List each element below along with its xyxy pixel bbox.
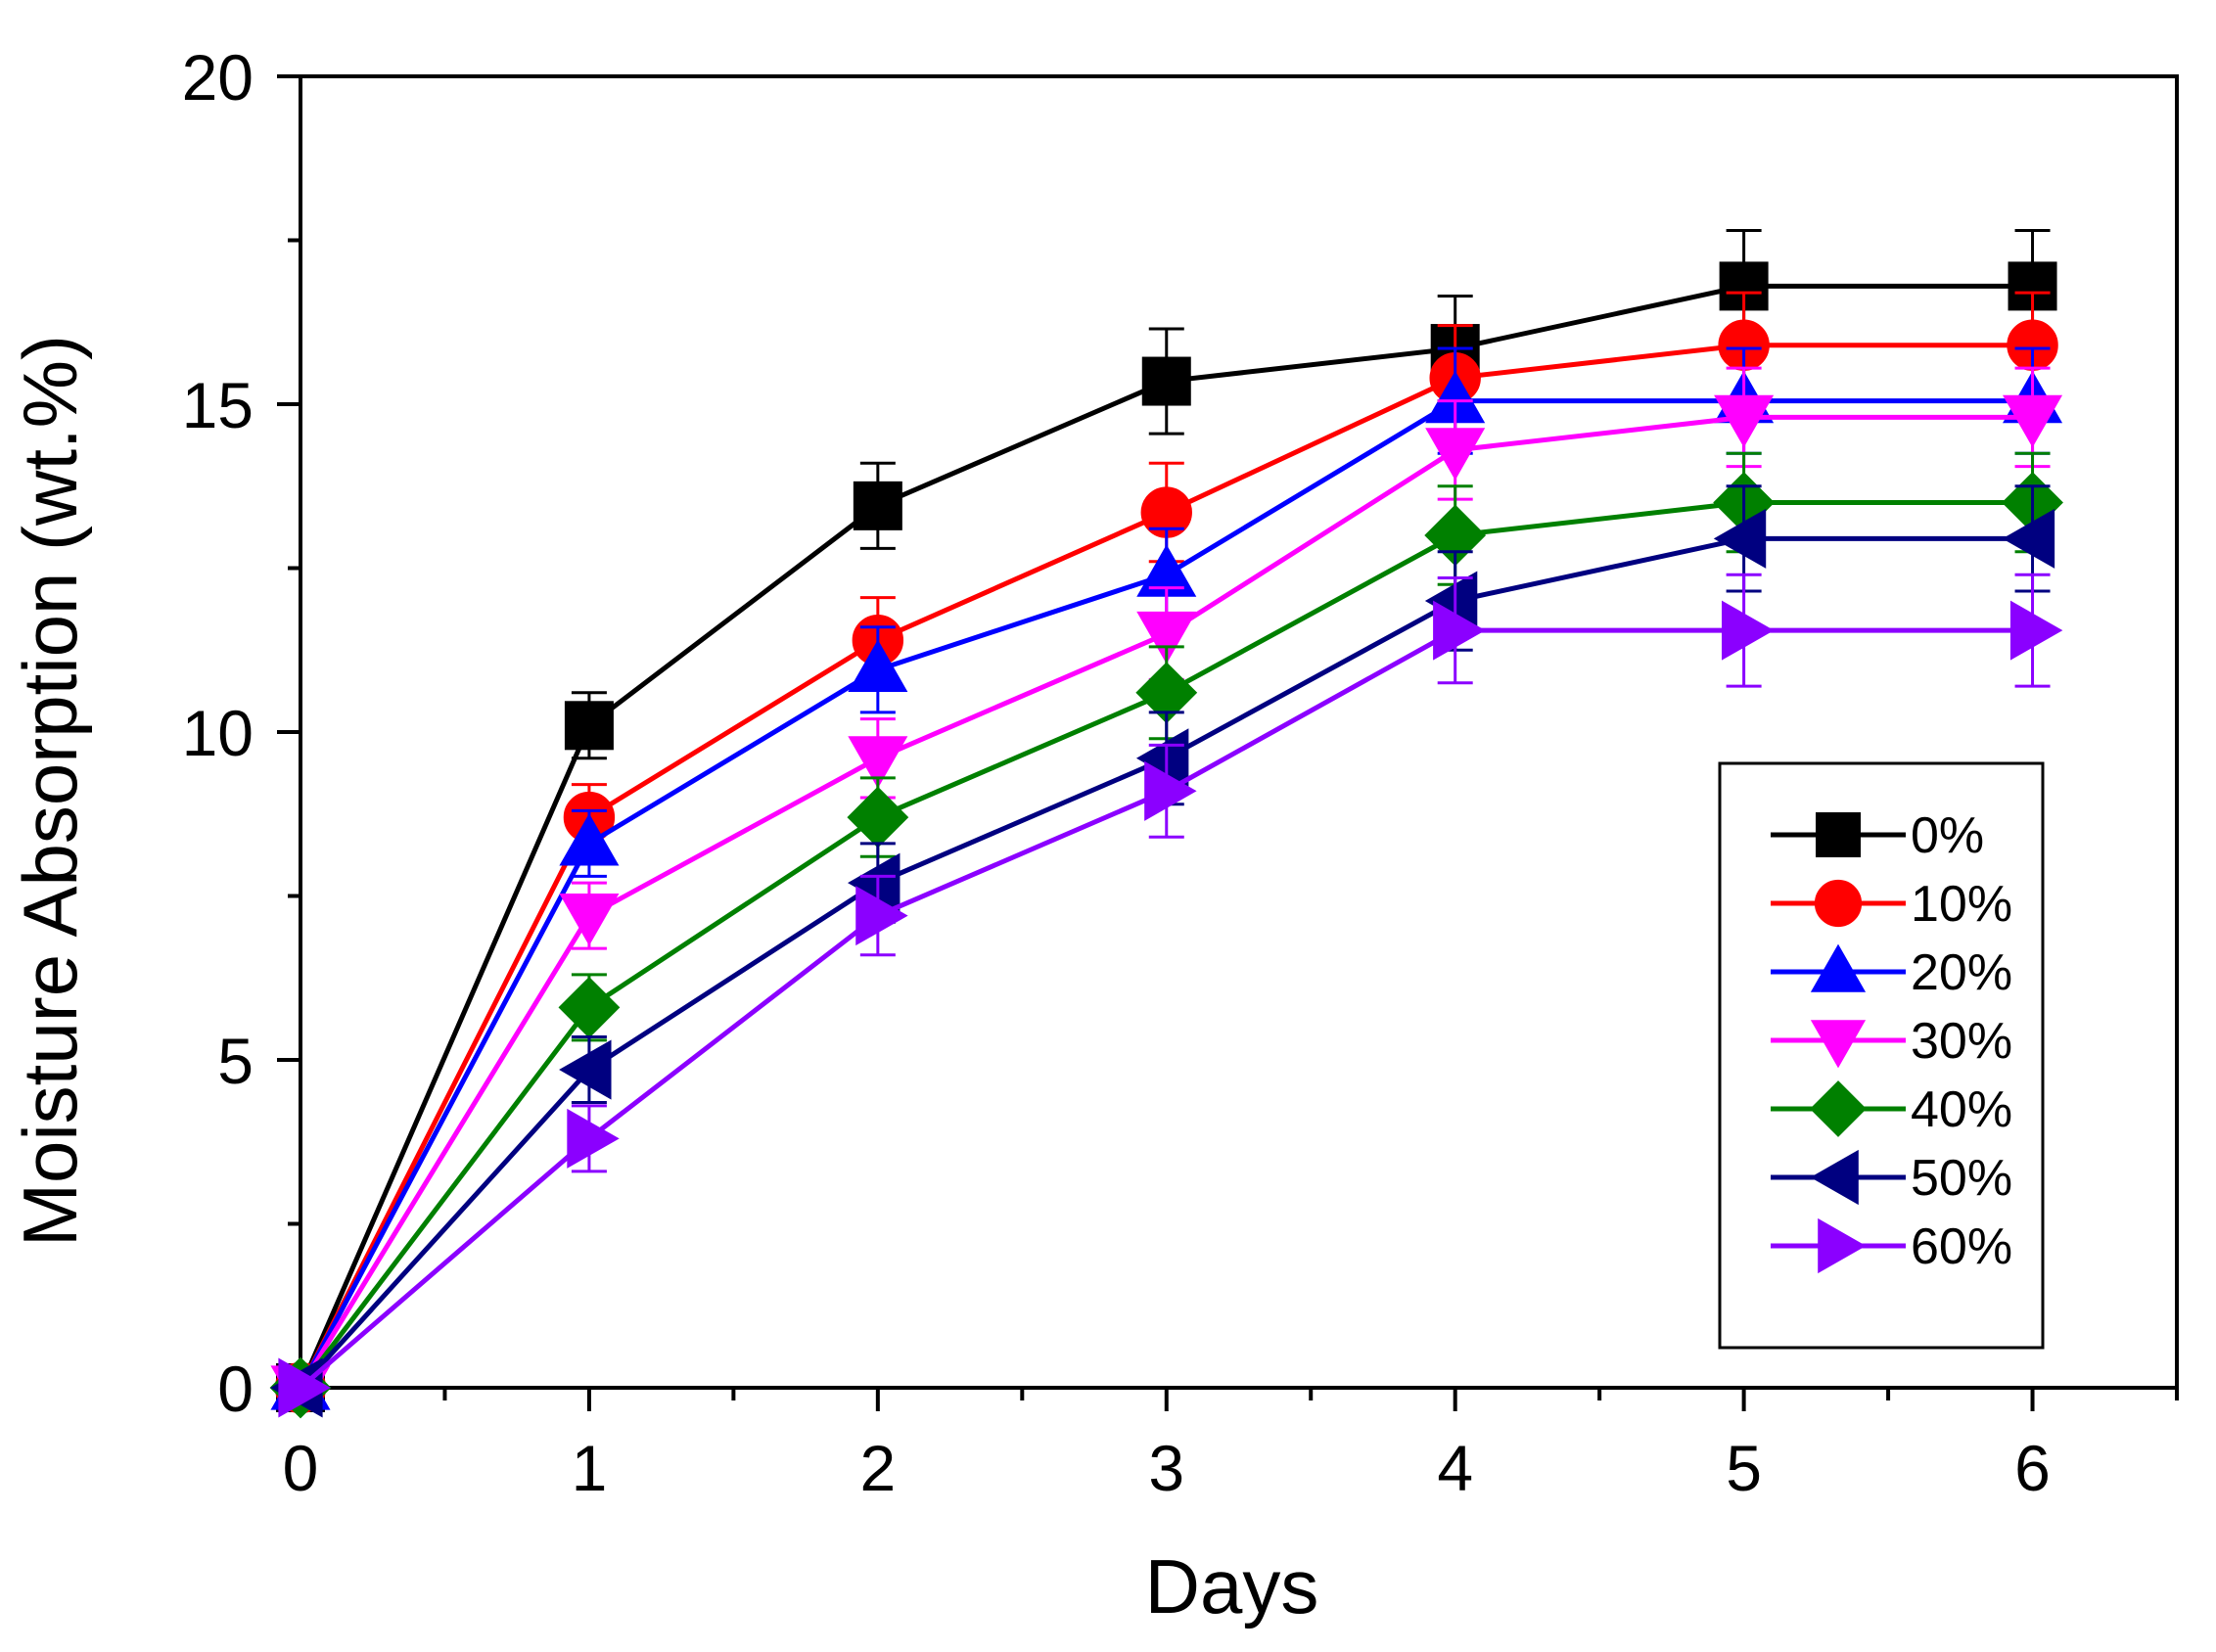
x-tick-label: 2 bbox=[859, 1432, 896, 1504]
legend-item: 20% bbox=[1771, 943, 2012, 1001]
data-point bbox=[567, 1108, 620, 1169]
legend-item: 30% bbox=[1771, 1013, 2012, 1070]
y-tick-label: 10 bbox=[182, 697, 254, 769]
data-point bbox=[1713, 508, 1767, 569]
data-point bbox=[1714, 394, 1775, 448]
data-point bbox=[2009, 600, 2063, 661]
data-point bbox=[1425, 428, 1486, 481]
data-point bbox=[559, 1039, 612, 1100]
x-tick-label: 4 bbox=[1437, 1432, 1473, 1504]
legend-item: 50% bbox=[1771, 1149, 2012, 1207]
legend-marker bbox=[1810, 1080, 1867, 1137]
data-point bbox=[559, 894, 620, 946]
legend: 0% 10% 20% 30% 40% 50% 60% bbox=[1718, 761, 2045, 1350]
data-point bbox=[848, 639, 908, 692]
legend-marker bbox=[1810, 1020, 1867, 1069]
data-point bbox=[558, 976, 621, 1038]
x-tick-label: 6 bbox=[2014, 1432, 2051, 1504]
legend-label: 20% bbox=[1911, 944, 2012, 1001]
x-axis-title: Days bbox=[1145, 1543, 1319, 1629]
legend-marker bbox=[1814, 879, 1863, 928]
legend-item: 10% bbox=[1771, 876, 2012, 933]
axis-ticks: 0 1 2 3 4 5 6 0 5 10 15 20 bbox=[182, 41, 2179, 1504]
legend-marker bbox=[1818, 1217, 1867, 1274]
y-tick-label: 5 bbox=[217, 1025, 254, 1097]
data-point bbox=[564, 701, 614, 751]
data-point bbox=[847, 786, 909, 849]
y-tick-label: 0 bbox=[217, 1353, 254, 1425]
legend-label: 30% bbox=[1911, 1013, 2012, 1070]
legend-marker bbox=[1810, 1149, 1859, 1206]
series-group bbox=[269, 228, 2063, 1419]
data-point bbox=[848, 736, 908, 789]
data-point bbox=[1136, 611, 1197, 665]
data-point bbox=[1722, 600, 1775, 661]
legend-marker bbox=[1816, 812, 1861, 857]
legend-item: 0% bbox=[1771, 807, 1984, 864]
legend-item: 60% bbox=[1771, 1217, 2012, 1275]
data-point bbox=[2002, 508, 2055, 569]
legend-box bbox=[1718, 761, 2045, 1350]
legend-label: 10% bbox=[1911, 876, 2012, 933]
x-tick-label: 0 bbox=[283, 1432, 319, 1504]
y-tick-label: 15 bbox=[182, 369, 254, 441]
x-tick-label: 1 bbox=[572, 1432, 608, 1504]
data-point bbox=[853, 481, 902, 530]
legend-label: 0% bbox=[1911, 807, 1984, 864]
data-point bbox=[1144, 760, 1197, 821]
x-tick-label: 5 bbox=[1726, 1432, 1762, 1504]
legend-label: 40% bbox=[1911, 1081, 2012, 1138]
legend-label: 50% bbox=[1911, 1150, 2012, 1207]
data-point bbox=[278, 1357, 331, 1418]
data-point bbox=[855, 886, 908, 946]
y-axis-title: Moisture Absorption (wt.%) bbox=[7, 335, 93, 1247]
y-tick-label: 20 bbox=[182, 41, 254, 114]
series-60pct bbox=[278, 573, 2063, 1418]
x-tick-label: 3 bbox=[1148, 1432, 1184, 1504]
legend-label: 60% bbox=[1911, 1218, 2012, 1275]
data-point bbox=[559, 813, 620, 866]
data-point bbox=[2003, 394, 2063, 448]
legend-item: 40% bbox=[1771, 1080, 2012, 1138]
legend-marker bbox=[1810, 943, 1867, 992]
data-point bbox=[1433, 600, 1486, 661]
data-point bbox=[1141, 356, 1191, 406]
